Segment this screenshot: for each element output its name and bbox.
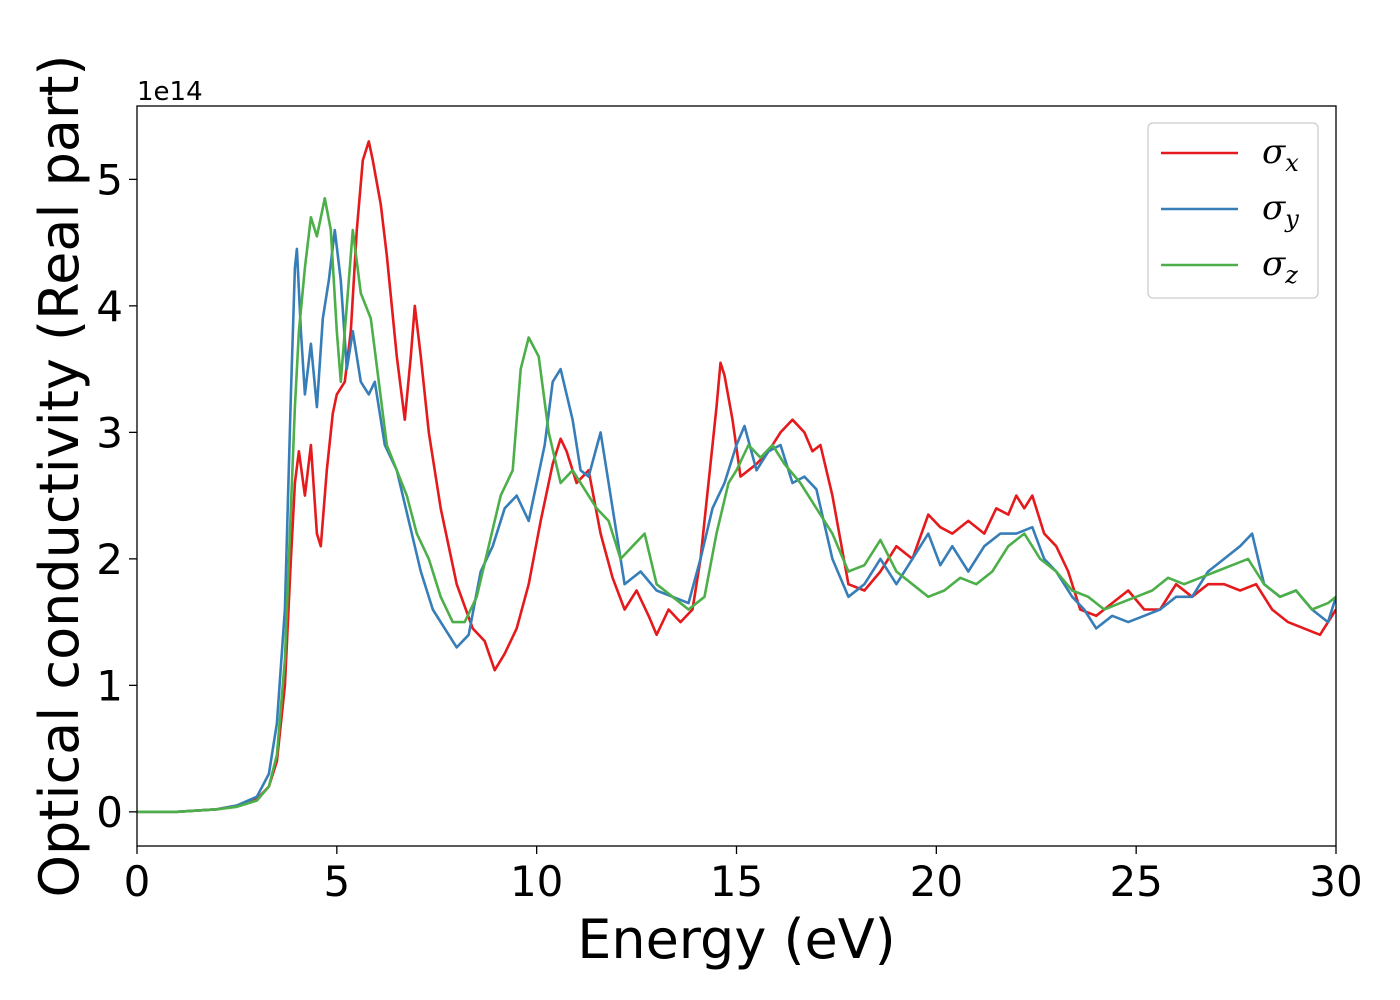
y-tick-label: 0	[96, 788, 123, 837]
legend-label-y: σy	[1262, 188, 1299, 233]
x-tick-label: 20	[910, 857, 963, 906]
y-axis-title: Optical conductivity (Real part)	[28, 55, 91, 898]
x-tick-label: 10	[510, 857, 563, 906]
y-axis: 0 1 2 3 4 5	[96, 155, 137, 837]
x-tick-label: 25	[1109, 857, 1162, 906]
x-axis: 0 5 10 15 20 25 30	[124, 846, 1363, 906]
y-tick-label: 1	[96, 661, 123, 710]
series-line-z	[137, 197, 1336, 814]
x-axis-title: Energy (eV)	[577, 908, 896, 971]
y-tick-label: 3	[96, 408, 123, 457]
x-tick-label: 5	[323, 857, 350, 906]
legend-label-z: σz	[1262, 244, 1298, 289]
legend-box	[1147, 122, 1319, 299]
x-tick-label: 30	[1309, 857, 1362, 906]
series-line-x	[137, 140, 1336, 814]
x-tick-label: 15	[710, 857, 763, 906]
series-layer	[137, 140, 1336, 814]
y-tick-label: 2	[96, 535, 123, 584]
y-tick-label: 5	[96, 155, 123, 204]
series-line-y	[137, 228, 1336, 814]
x-tick-label: 0	[124, 857, 151, 906]
legend: σx σy σz	[1147, 122, 1319, 299]
y-tick-label: 4	[96, 282, 123, 331]
y-offset-label: 1e14	[137, 77, 203, 107]
legend-label-x: σx	[1262, 132, 1299, 177]
